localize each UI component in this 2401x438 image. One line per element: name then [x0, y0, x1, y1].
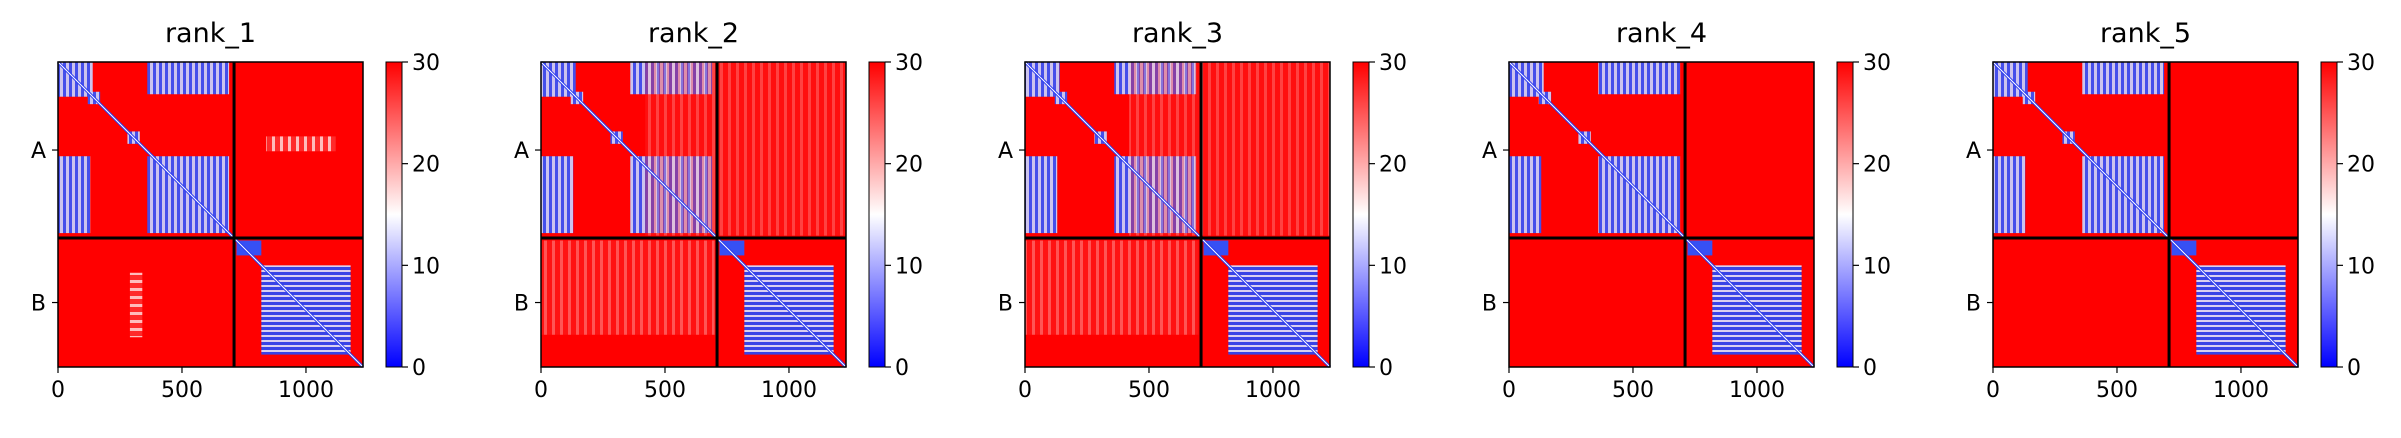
colorbar-tick-label: 10: [1863, 254, 1891, 279]
heatmap-block-a: [1509, 156, 1542, 234]
x-tick-label: 0: [1502, 378, 1516, 403]
heatmap-diagonal-core: [540, 61, 847, 368]
colorbar-tick-label: 10: [895, 254, 923, 279]
panel-title: rank_3: [1132, 18, 1223, 49]
heatmap-frame: [540, 61, 847, 368]
x-tick-label: 1000: [1729, 378, 1785, 403]
inter-chain-patch: [1129, 62, 1204, 236]
x-tick-label: 500: [1612, 378, 1654, 403]
x-tick-label: 0: [1986, 378, 2000, 403]
panel-title: rank_2: [648, 18, 739, 49]
inter-chain-patch: [541, 240, 715, 335]
x-tick-label: 0: [51, 378, 65, 403]
heatmap-block-b-start: [236, 240, 262, 256]
colorbar-tick-label: 20: [412, 153, 440, 178]
heatmap-block-a: [1025, 156, 1058, 234]
colorbar-tick-label: 20: [895, 153, 923, 178]
colorbar-tick-label: 30: [895, 51, 923, 76]
heatmap-block-b-start: [1203, 240, 1229, 256]
heatmap-frame: [1024, 61, 1331, 368]
pae-panel-3: rank_3 0 500 1000 A B 0 10 20 30: [998, 18, 1407, 403]
colorbar-tick-label: 0: [1863, 356, 1877, 381]
heatmap-block-a: [58, 156, 91, 234]
inter-chain-patch: [1201, 62, 1330, 236]
heatmap-diagonal-core: [1508, 61, 1815, 368]
panel-title: rank_1: [165, 18, 256, 49]
colorbar: [1353, 62, 1369, 367]
colorbar-frame: [1836, 61, 1854, 368]
inter-chain-patch: [645, 62, 720, 236]
colorbar-tick-label: 30: [2347, 51, 2375, 76]
pae-panel-5: rank_5 0 500 1000 A B 0 10 20 30: [1966, 18, 2375, 403]
inter-chain-patch: [717, 62, 846, 236]
heatmap-diagonal-core: [1024, 61, 1331, 368]
y-tick-label: B: [514, 292, 529, 317]
y-tick-label: A: [514, 139, 529, 164]
inter-chain-patch: [129, 272, 143, 338]
colorbar: [2321, 62, 2337, 367]
pae-panel-4: rank_4 0 500 1000 A B 0 10 20 30: [1482, 18, 1891, 403]
colorbar-tick-label: 30: [412, 51, 440, 76]
x-tick-label: 0: [534, 378, 548, 403]
colorbar-tick-label: 10: [412, 254, 440, 279]
inter-chain-patch: [1025, 240, 1199, 335]
heatmap-diagonal-core: [57, 61, 364, 368]
y-tick-label: A: [31, 139, 46, 164]
colorbar-tick-label: 0: [2347, 356, 2361, 381]
colorbar-tick-label: 20: [2347, 153, 2375, 178]
y-tick-label: A: [1966, 139, 1981, 164]
x-tick-label: 500: [161, 378, 203, 403]
colorbar-tick-label: 30: [1379, 51, 1407, 76]
x-tick-label: 500: [644, 378, 686, 403]
y-tick-label: B: [1966, 292, 1981, 317]
colorbar-tick-label: 0: [412, 356, 426, 381]
colorbar: [1837, 62, 1853, 367]
y-tick-label: A: [998, 139, 1013, 164]
heatmap-block-a: [2082, 62, 2165, 95]
x-tick-label: 500: [1128, 378, 1170, 403]
y-tick-label: A: [1482, 139, 1497, 164]
colorbar-frame: [868, 61, 886, 368]
inter-chain-patch: [266, 136, 336, 152]
colorbar-tick-label: 0: [1379, 356, 1393, 381]
y-tick-label: B: [31, 292, 46, 317]
x-tick-label: 1000: [761, 378, 817, 403]
heatmap-frame: [1508, 61, 1815, 368]
heatmap-block-b-start: [719, 240, 745, 256]
heatmap-block-a: [147, 62, 230, 95]
x-tick-label: 1000: [1245, 378, 1301, 403]
colorbar-frame: [1352, 61, 1370, 368]
x-tick-label: 1000: [278, 378, 334, 403]
colorbar-tick-label: 20: [1379, 153, 1407, 178]
panel-title: rank_5: [2100, 18, 2191, 49]
colorbar-tick-label: 20: [1863, 153, 1891, 178]
colorbar-tick-label: 0: [895, 356, 909, 381]
panel-title: rank_4: [1616, 18, 1707, 49]
colorbar-tick-label: 10: [1379, 254, 1407, 279]
heatmap-block-a: [541, 156, 574, 234]
heatmap-block-b-start: [1687, 240, 1713, 256]
colorbar: [869, 62, 885, 367]
colorbar: [386, 62, 402, 367]
colorbar-tick-label: 30: [1863, 51, 1891, 76]
colorbar-tick-label: 10: [2347, 254, 2375, 279]
colorbar-frame: [2320, 61, 2338, 368]
heatmap-frame: [57, 61, 364, 368]
x-tick-label: 1000: [2213, 378, 2269, 403]
heatmap-diagonal-core: [1992, 61, 2299, 368]
heatmap-block-a: [1598, 62, 1681, 95]
y-tick-label: B: [998, 292, 1013, 317]
x-tick-label: 0: [1018, 378, 1032, 403]
heatmap-block-a: [1993, 156, 2026, 234]
pae-panel-1: rank_1 0 500 1000 A B 0 10 20 30: [31, 18, 440, 403]
pae-panel-2: rank_2 0 500 1000 A B 0 10 20 30: [514, 18, 923, 403]
colorbar-frame: [385, 61, 403, 368]
heatmap-frame: [1992, 61, 2299, 368]
x-tick-label: 500: [2096, 378, 2138, 403]
heatmap-block-b-start: [2171, 240, 2197, 256]
y-tick-label: B: [1482, 292, 1497, 317]
